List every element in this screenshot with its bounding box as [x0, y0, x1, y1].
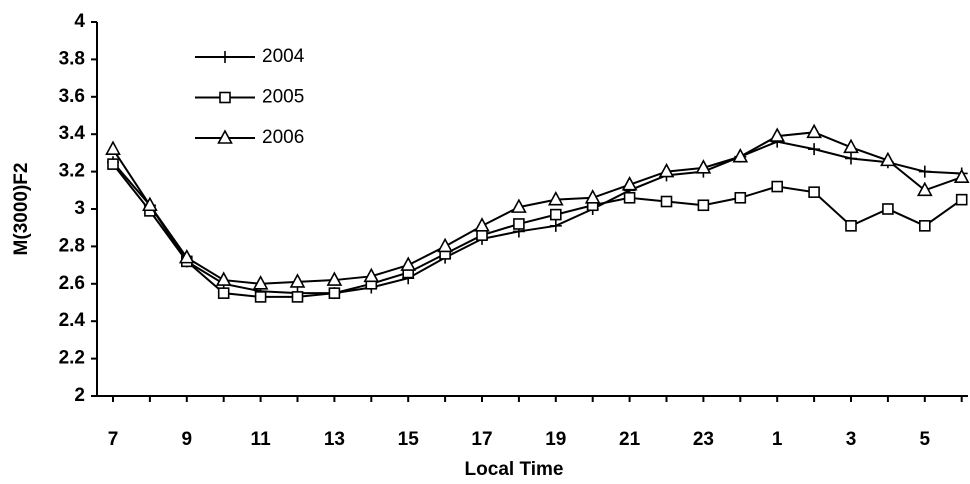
marker [734, 191, 747, 204]
marker [584, 189, 601, 204]
marker [621, 176, 638, 191]
marker [328, 287, 341, 299]
y-axis-label: M(3000)F2 [11, 163, 32, 256]
y-tick-label: 3.6 [59, 86, 85, 107]
marker [474, 217, 490, 232]
marker [697, 199, 710, 212]
marker [437, 237, 453, 253]
marker [658, 162, 675, 178]
legend-label: 2005 [262, 87, 304, 108]
marker [513, 218, 525, 230]
x-tick-label: 21 [619, 429, 641, 450]
x-tick-label: 1 [772, 429, 783, 450]
marker [806, 123, 822, 139]
marker [252, 275, 269, 290]
marker [955, 193, 968, 206]
marker [845, 152, 857, 165]
y-tick-label: 2.6 [59, 273, 85, 294]
legend-marker [217, 129, 233, 144]
marker [843, 138, 859, 154]
marker [769, 127, 786, 142]
marker [400, 256, 417, 271]
marker [547, 190, 564, 206]
marker [217, 287, 230, 299]
marker [289, 273, 306, 288]
x-tick-label: 19 [545, 429, 566, 450]
series [105, 123, 970, 290]
marker [953, 168, 970, 184]
y-tick-label: 2.4 [59, 310, 86, 331]
x-tick-label: 13 [324, 429, 345, 450]
marker [880, 151, 896, 167]
y-tick-label: 3.2 [59, 161, 85, 182]
marker [732, 147, 749, 163]
x-tick-label: 9 [182, 429, 193, 450]
marker [918, 165, 931, 178]
x-tick-label: 23 [693, 429, 714, 450]
marker [623, 191, 636, 204]
x-tick-label: 7 [108, 429, 119, 450]
marker [549, 219, 562, 232]
x-tick-label: 17 [471, 429, 492, 450]
marker [808, 186, 820, 198]
x-tick-label: 11 [251, 429, 272, 450]
marker [660, 195, 673, 208]
marker [105, 140, 121, 155]
x-tick-label: 3 [846, 429, 857, 450]
legend-marker [219, 91, 231, 104]
legend-label: 2004 [262, 46, 305, 67]
marker [882, 203, 894, 215]
marker [326, 271, 343, 286]
marker [107, 158, 119, 170]
y-tick-label: 3 [74, 198, 85, 219]
marker [363, 267, 380, 283]
series-line [112, 131, 963, 285]
marker [215, 271, 232, 286]
marker [918, 220, 931, 232]
marker [695, 159, 712, 174]
series [107, 135, 968, 300]
marker [178, 248, 195, 264]
x-tick-label: 15 [398, 429, 420, 450]
legend-label: 2006 [262, 127, 304, 148]
marker [291, 291, 304, 303]
y-tick-label: 2.2 [59, 348, 85, 369]
marker [808, 143, 821, 156]
y-tick-label: 2.8 [59, 235, 85, 256]
marker [771, 180, 784, 193]
marker [916, 181, 933, 197]
marker [254, 291, 267, 303]
marker [845, 220, 857, 232]
y-tick-label: 3.4 [59, 123, 86, 144]
y-tick-label: 3.8 [59, 48, 85, 69]
y-tick-label: 4 [74, 11, 85, 32]
series-line [112, 140, 962, 295]
legend-marker [219, 51, 231, 63]
x-tick-label: 5 [920, 429, 931, 450]
series-line [112, 163, 963, 298]
x-axis-label: Local Time [465, 459, 564, 480]
marker [511, 198, 527, 213]
marker [476, 229, 488, 241]
marker [142, 196, 158, 212]
marker [549, 208, 562, 221]
y-tick-label: 2 [74, 385, 85, 406]
